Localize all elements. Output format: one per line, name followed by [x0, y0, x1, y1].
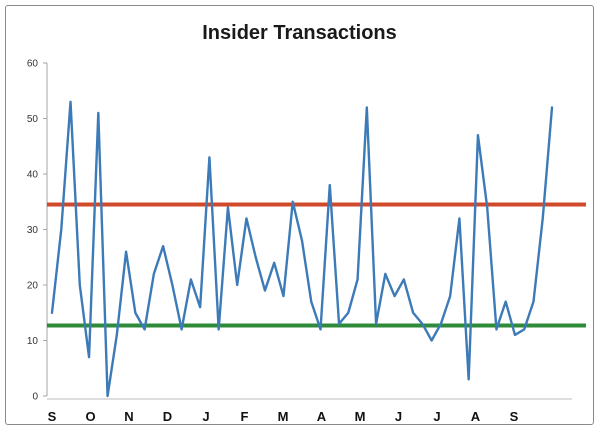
- y-tick-label: 60: [27, 59, 39, 70]
- y-tick-label: 30: [27, 225, 39, 236]
- chart-frame: [5, 5, 594, 425]
- x-tick-label: A: [317, 409, 327, 424]
- y-tick-label: 50: [27, 114, 39, 125]
- y-tick-label: 40: [27, 170, 39, 181]
- y-tick-label: 10: [27, 336, 39, 347]
- x-tick-label: A: [471, 409, 481, 424]
- series-line: [50, 100, 554, 398]
- y-tick-label: 0: [32, 392, 38, 403]
- x-tick-label: J: [202, 409, 209, 424]
- x-tick-label: N: [124, 409, 133, 424]
- y-tick-label: 20: [27, 281, 39, 292]
- series-group: [50, 100, 554, 398]
- x-tick-label: S: [48, 409, 57, 424]
- chart-title: Insider Transactions: [202, 22, 397, 44]
- x-tick-label: J: [433, 409, 440, 424]
- x-tick-label: S: [510, 409, 519, 424]
- x-tick-label: D: [163, 409, 172, 424]
- x-tick-label: J: [395, 409, 402, 424]
- x-tick-label: F: [241, 409, 249, 424]
- x-tick-label: O: [85, 409, 95, 424]
- y-axis: 0 10 20 30 40 50 60: [27, 59, 48, 403]
- x-tick-label: M: [278, 409, 289, 424]
- x-tick-label: M: [355, 409, 366, 424]
